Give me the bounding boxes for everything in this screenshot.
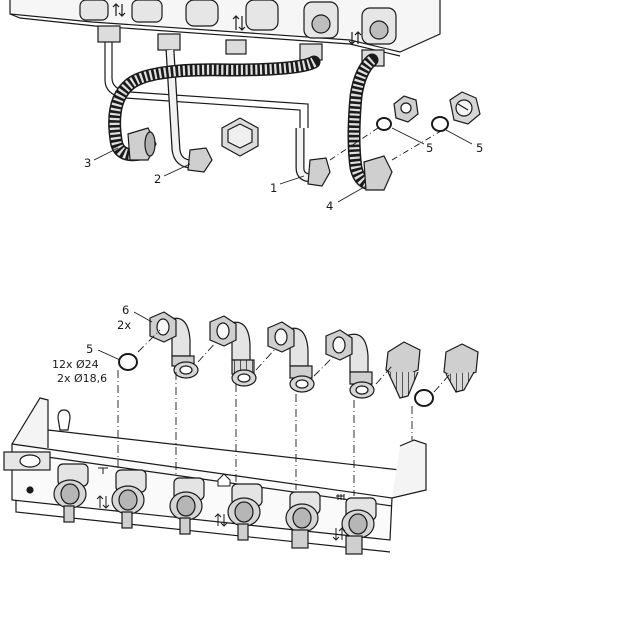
hose-3-nut-face [144, 131, 156, 157]
top-valve-port-6 [369, 20, 389, 40]
callout-5-bottom: 5 [86, 342, 93, 356]
tap-icon [98, 467, 108, 474]
top-valve-port-5 [311, 14, 331, 34]
radiator-icon [336, 494, 345, 500]
seal-ring-top-1 [376, 117, 392, 131]
pipe-1 [295, 128, 331, 187]
rail-symbols [96, 467, 346, 541]
pipe-2-nut [187, 147, 213, 173]
loose-fittings-top-right [376, 91, 481, 132]
seal-spec-24: 12x Ø24 [52, 358, 99, 371]
rail-keyhole [57, 409, 71, 431]
hose-3 [108, 55, 321, 162]
adapter-6 [443, 343, 479, 393]
rigid-pipe-back [111, 42, 309, 128]
callout-5-b: 5 [476, 141, 483, 155]
assembly-lines-top [329, 127, 447, 161]
elbow-fittings [149, 311, 479, 399]
elbow-2 [209, 315, 257, 387]
flow-arrow-icon [348, 31, 362, 45]
pipe-1-nut [307, 157, 331, 187]
flow-arrow-icon [96, 495, 110, 509]
callout-5-a: 5 [426, 141, 433, 155]
callout-2: 2 [154, 172, 161, 186]
top-valve-1 [79, 0, 109, 21]
leader-lines-bottom [97, 311, 153, 361]
adapter-5 [385, 341, 421, 399]
elbow-4 [325, 329, 375, 399]
hose-4 [347, 53, 393, 191]
callout-6: 6 [122, 303, 129, 317]
hose-4-nut [363, 155, 393, 191]
callouts-bottom: 6 2x 5 12x Ø24 2x Ø18,6 [52, 303, 131, 385]
flow-arrow-icon [232, 15, 246, 31]
fitting [225, 39, 247, 55]
rail-valve-5 [285, 491, 321, 549]
fitting [157, 33, 181, 51]
rail-valve-6 [341, 497, 377, 555]
callout-1: 1 [270, 181, 277, 195]
rail-valves [53, 463, 377, 555]
callout-3: 3 [84, 156, 91, 170]
rail-lower-edge [15, 500, 391, 553]
rail-valve-1 [53, 463, 89, 523]
rail-valve-3 [169, 477, 205, 535]
rail-left-bracket [11, 397, 49, 448]
top-fittings [97, 25, 385, 67]
rail-end-hole [19, 454, 41, 468]
elbow-1 [149, 311, 199, 379]
top-valve-4 [245, 0, 279, 31]
plug-cap [221, 117, 259, 157]
rail-valve-4 [227, 483, 263, 541]
seal-ring-bottom-1 [118, 353, 138, 371]
fitting [97, 25, 121, 43]
house-icon [217, 473, 231, 487]
flow-arrow-icon [112, 3, 126, 17]
top-valve-3 [185, 0, 219, 27]
bottom-assembly [3, 311, 479, 555]
elbow-3 [267, 321, 315, 393]
adapter-bore [400, 102, 412, 114]
boiler-base-edge [9, 13, 401, 57]
flow-arrow-icon [214, 513, 228, 527]
top-valve-2 [131, 0, 163, 23]
rail-right-bracket [391, 439, 427, 499]
callouts-top: 3 2 1 4 5 5 [84, 141, 483, 213]
flow-arrow-icon [332, 527, 346, 541]
seal-ring-bottom-2 [414, 389, 434, 407]
top-assembly [9, 0, 481, 191]
flow-arrows-top [112, 3, 362, 45]
top-valves [79, 0, 397, 45]
rail-screw [26, 486, 34, 494]
seal-spec-18-6: 2x Ø18,6 [57, 372, 107, 385]
seal-ring-top-2 [431, 116, 449, 132]
pipe-2 [165, 49, 213, 173]
callout-6-quantity: 2x [117, 318, 131, 332]
assembly-lines-bottom [117, 329, 451, 496]
leader-lines-top [93, 127, 473, 203]
callout-4: 4 [326, 199, 333, 213]
rail-valve-2 [111, 469, 147, 529]
seal-rings-bottom [118, 353, 434, 407]
